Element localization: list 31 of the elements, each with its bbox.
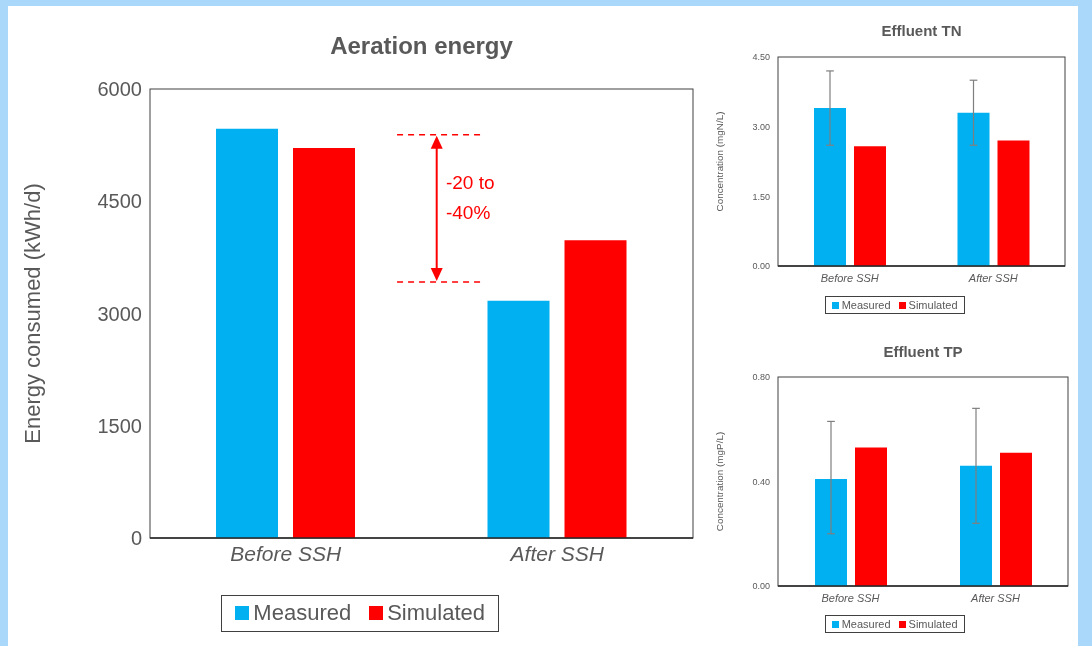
chart-title: Effluent TN xyxy=(880,22,963,39)
y-tick-label: 3.00 xyxy=(752,121,770,132)
y-tick-label: 0.00 xyxy=(752,581,770,592)
y-axis-title: Energy consumed (kWh/d) xyxy=(19,183,45,444)
x-tick-label: Before SSH xyxy=(820,271,879,284)
x-tick-label: Before SSH xyxy=(230,541,343,565)
y-tick-label: 3000 xyxy=(97,302,142,325)
y-tick-label: 4.50 xyxy=(752,52,770,63)
legend-label: Measured xyxy=(253,600,352,627)
legend-label: Simulated xyxy=(908,299,958,312)
legend-label: Measured xyxy=(841,299,891,312)
y-axis-title: Concentration (mgN/L) xyxy=(714,111,726,212)
legend-label: Simulated xyxy=(387,600,486,627)
y-tick-label: 0.00 xyxy=(752,261,770,272)
y-tick-label: 4500 xyxy=(97,190,142,213)
y-tick-label: 0.80 xyxy=(752,372,770,383)
y-tick-label: 1.50 xyxy=(752,191,770,202)
chart-title: Aeration energy xyxy=(329,32,514,60)
y-axis-title: Concentration (mgP/L) xyxy=(714,431,726,532)
x-tick-label: After SSH xyxy=(508,541,605,565)
x-tick-label: After SSH xyxy=(970,591,1021,604)
x-tick-label: Before SSH xyxy=(821,591,880,604)
y-tick-label: 0 xyxy=(130,527,142,550)
y-tick-label: 6000 xyxy=(97,78,142,101)
y-tick-label: 0.40 xyxy=(752,476,770,487)
annotation: -20 to -40% xyxy=(445,171,496,226)
legend-label: Simulated xyxy=(908,618,958,631)
chart-title: Effluent TP xyxy=(882,343,964,360)
legend-label: Measured xyxy=(841,618,891,631)
x-tick-label: After SSH xyxy=(967,271,1018,284)
y-tick-label: 1500 xyxy=(97,414,142,437)
